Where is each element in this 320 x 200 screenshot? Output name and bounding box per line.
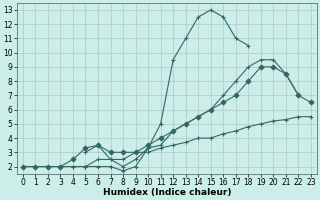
X-axis label: Humidex (Indice chaleur): Humidex (Indice chaleur) [103, 188, 231, 197]
